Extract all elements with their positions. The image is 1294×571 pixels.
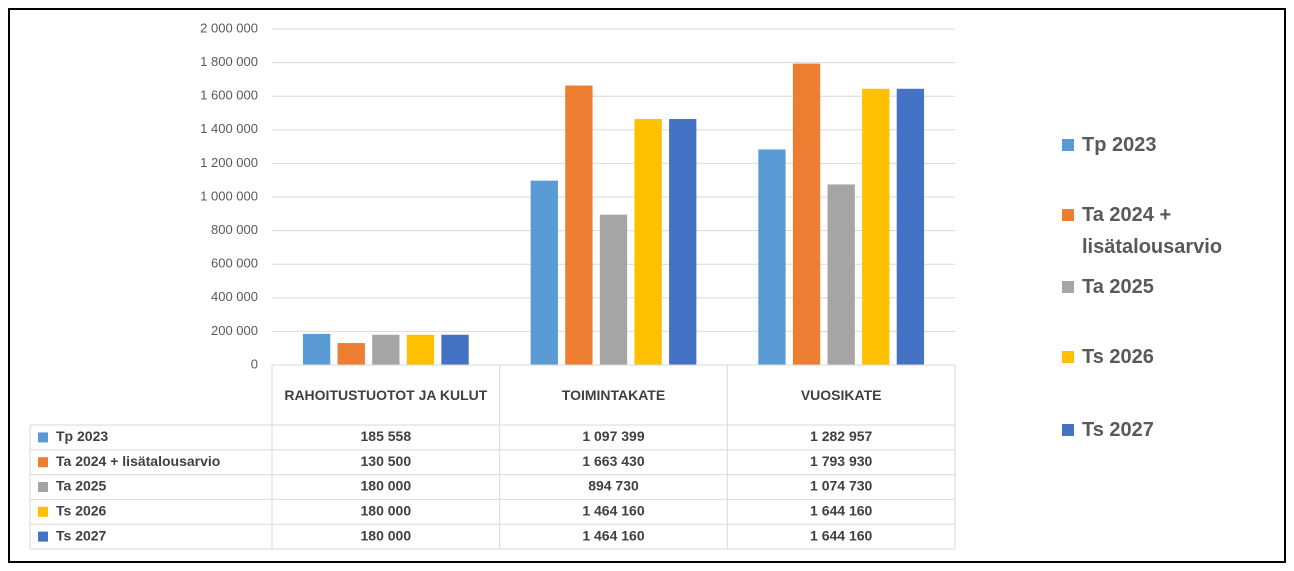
y-tick-label: 400 000 [211,289,258,304]
legend-label-text: Tp 2023 [1082,134,1157,156]
bar [302,333,331,365]
legend-label-text: Ta 2024 + lisätalousarvio [1082,204,1223,258]
table-cell: 1 663 430 [582,453,644,469]
table-cell: 1 282 957 [810,428,872,444]
table-key [38,482,48,492]
table-cell: 1 644 160 [810,503,872,519]
table-row-label: Ts 2026 [56,503,107,519]
y-tick-label: 1 400 000 [200,121,258,136]
x-tick-label: RAHOITUSTUOTOT JA KULUT [284,386,488,403]
table-cell: 180 000 [361,478,412,494]
legend-label: Ta 2024 + lisätalousarvio [1082,204,1223,258]
table-row-label: Ts 2027 [56,527,107,543]
table-key [38,457,48,468]
bar [896,88,925,365]
legend-label-text: Ta 2025 [1082,276,1154,298]
table-cell: 180 000 [361,503,412,519]
table-cell: 1 097 399 [582,428,644,444]
table-cell: 1 464 160 [582,527,644,543]
y-tick-label: 0 [251,356,258,371]
bar [372,334,400,365]
x-tick-label-text: TOIMINTAKATE [561,386,666,403]
bar [669,119,697,365]
x-tick-label: TOIMINTAKATE [561,386,666,403]
table-cell: 894 730 [588,478,639,494]
bar [634,119,662,365]
legend-key [1062,424,1074,436]
legend-key [1062,351,1074,363]
y-tick-label: 1 000 000 [200,188,258,203]
table-cell: 1 644 160 [810,527,872,543]
table-cell: 1 464 160 [582,503,644,519]
table-row-label: Ta 2025 [56,478,107,494]
legend-label: Ts 2027 [1082,419,1154,441]
bar [758,149,786,365]
bar [441,334,469,365]
table-cell: 1 074 730 [810,478,872,494]
bar [530,180,558,365]
bar [565,85,593,365]
bar [599,214,628,365]
legend-key [1062,281,1074,293]
y-tick-label: 800 000 [211,222,258,237]
y-tick-label: 1 800 000 [200,54,258,69]
y-tick-label: 200 000 [211,323,258,338]
x-tick-label-text: RAHOITUSTUOTOT JA KULUT [284,386,488,403]
y-tick-label: 1 200 000 [200,155,258,170]
y-tick-label: 2 000 000 [200,20,258,35]
x-tick-label-text: VUOSIKATE [800,386,882,403]
bar [827,184,855,365]
legend-label-text: Ts 2026 [1082,346,1154,368]
legend-label: Ta 2025 [1082,276,1154,298]
table-cell: 1 793 930 [810,453,872,469]
table-cell: 185 558 [361,428,412,444]
legend-label: Ts 2026 [1082,346,1154,368]
y-tick-label: 1 600 000 [200,88,258,103]
legend-key [1062,139,1074,151]
bar [337,343,365,365]
table-row-label: Ta 2024 + lisätalousarvio [56,453,220,469]
x-tick-label: VUOSIKATE [800,386,882,403]
legend-key [1062,209,1074,221]
table-row-label: Tp 2023 [56,428,108,444]
table-key [38,531,48,542]
table-cell: 180 000 [361,527,412,543]
table-cell: 130 500 [361,453,412,469]
table-key [38,506,48,517]
bar [406,334,435,365]
table-key [38,432,48,443]
legend-label: Tp 2023 [1082,134,1157,156]
y-tick-label: 600 000 [211,256,258,271]
bar [862,88,890,365]
legend-label-text: Ts 2027 [1082,419,1154,441]
bar [792,63,821,366]
